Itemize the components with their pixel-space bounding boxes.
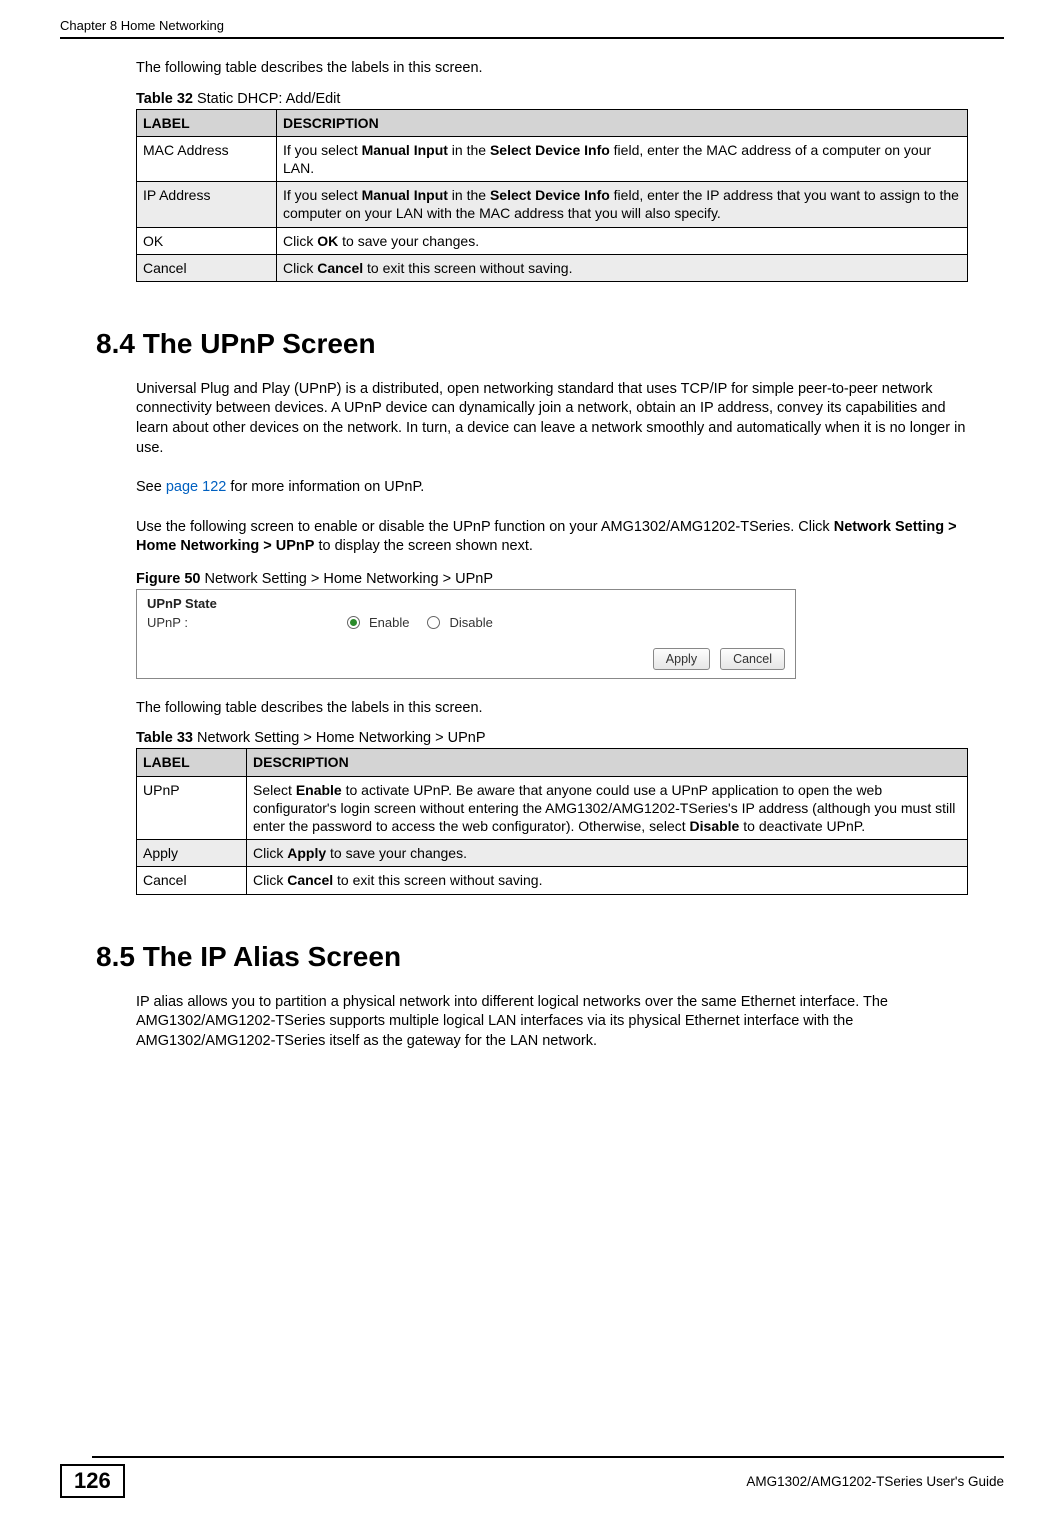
table-33: LABEL DESCRIPTION UPnP Select Enable to … — [136, 748, 968, 894]
table-row: IP Address If you select Manual Input in… — [137, 182, 968, 227]
table-32-caption-text: Static DHCP: Add/Edit — [193, 91, 340, 107]
radio-disable-icon[interactable] — [427, 616, 440, 629]
text-bold: Select Device Info — [490, 187, 610, 203]
text: in the — [448, 187, 490, 203]
text-bold: Manual Input — [362, 187, 448, 203]
section-8-4-title: 8.4 The UPnP Screen — [96, 328, 968, 360]
text: Click — [253, 872, 287, 888]
text-bold: Select Device Info — [490, 142, 610, 158]
radio-disable-label: Disable — [449, 615, 492, 630]
text: to exit this screen without saving. — [333, 872, 542, 888]
text-bold: Disable — [690, 818, 740, 834]
intro-paragraph-1: The following table describes the labels… — [136, 59, 968, 79]
text: Select — [253, 782, 296, 798]
page-footer: 126 AMG1302/AMG1202-TSeries User's Guide — [0, 1456, 1064, 1498]
cell-label: Apply — [137, 840, 247, 867]
text: If you select — [283, 187, 362, 203]
text-bold: Cancel — [287, 872, 333, 888]
upnp-label: UPnP : — [147, 615, 347, 630]
guide-title: AMG1302/AMG1202-TSeries User's Guide — [746, 1474, 1004, 1489]
figure-50-caption-text: Network Setting > Home Networking > UPnP — [200, 571, 493, 587]
table-row: UPnP Select Enable to activate UPnP. Be … — [137, 776, 968, 840]
text: Use the following screen to enable or di… — [136, 519, 834, 535]
text: Click — [283, 260, 317, 276]
cell-label: Cancel — [137, 254, 277, 281]
upnp-buttons: Apply Cancel — [147, 648, 785, 670]
table-row: MAC Address If you select Manual Input i… — [137, 136, 968, 181]
text: to save your changes. — [326, 845, 467, 861]
section-8-4-p1: Universal Plug and Play (UPnP) is a dist… — [136, 380, 968, 458]
cell-desc: If you select Manual Input in the Select… — [277, 136, 968, 181]
cell-desc: Click Cancel to exit this screen without… — [277, 254, 968, 281]
cell-label: OK — [137, 227, 277, 254]
table-32-caption: Table 32 Static DHCP: Add/Edit — [136, 91, 968, 107]
table-header-desc: DESCRIPTION — [247, 749, 968, 776]
table-33-caption-num: Table 33 — [136, 730, 193, 746]
table-row: Apply Click Apply to save your changes. — [137, 840, 968, 867]
figure-50-caption: Figure 50 Network Setting > Home Network… — [136, 571, 968, 587]
page-number: 126 — [60, 1464, 125, 1498]
text: See — [136, 479, 166, 495]
content-area: The following table describes the labels… — [0, 59, 1064, 1051]
table-33-caption-text: Network Setting > Home Networking > UPnP — [193, 730, 486, 746]
text: to display the screen shown next. — [314, 538, 532, 554]
text: to exit this screen without saving. — [363, 260, 572, 276]
radio-enable-label: Enable — [369, 615, 409, 630]
section-8-5-title: 8.5 The IP Alias Screen — [96, 941, 968, 973]
cell-label: MAC Address — [137, 136, 277, 181]
section-8-5-p1: IP alias allows you to partition a physi… — [136, 993, 968, 1052]
cell-desc: Click Cancel to exit this screen without… — [247, 867, 968, 894]
text-bold: Cancel — [317, 260, 363, 276]
table-row: Cancel Click Cancel to exit this screen … — [137, 867, 968, 894]
table-32: LABEL DESCRIPTION MAC Address If you sel… — [136, 109, 968, 282]
upnp-row: UPnP : Enable Disable — [147, 615, 785, 630]
chapter-title: Chapter 8 Home Networking — [60, 18, 224, 33]
text-bold: Manual Input — [362, 142, 448, 158]
text: to deactivate UPnP. — [739, 818, 865, 834]
text: for more information on UPnP. — [226, 479, 424, 495]
cell-desc: Select Enable to activate UPnP. Be aware… — [247, 776, 968, 840]
text-bold: Enable — [296, 782, 342, 798]
table-header-label: LABEL — [137, 749, 247, 776]
page-header: Chapter 8 Home Networking — [0, 0, 1064, 33]
text-bold: Apply — [287, 845, 326, 861]
text-bold: OK — [317, 233, 338, 249]
cell-label: Cancel — [137, 867, 247, 894]
text: to save your changes. — [338, 233, 479, 249]
cell-desc: If you select Manual Input in the Select… — [277, 182, 968, 227]
upnp-options: Enable Disable — [347, 615, 493, 630]
text: Click — [253, 845, 287, 861]
section-8-4-p3: Use the following screen to enable or di… — [136, 518, 968, 557]
table-header-row: LABEL DESCRIPTION — [137, 109, 968, 136]
cell-label: UPnP — [137, 776, 247, 840]
table-row: OK Click OK to save your changes. — [137, 227, 968, 254]
cell-desc: Click OK to save your changes. — [277, 227, 968, 254]
text: in the — [448, 142, 490, 158]
table-header-label: LABEL — [137, 109, 277, 136]
page-link[interactable]: page 122 — [166, 479, 226, 495]
text: If you select — [283, 142, 362, 158]
cell-desc: Click Apply to save your changes. — [247, 840, 968, 867]
apply-button[interactable]: Apply — [653, 648, 710, 670]
footer-rule — [92, 1456, 1004, 1458]
upnp-state-title: UPnP State — [147, 596, 785, 611]
table-header-desc: DESCRIPTION — [277, 109, 968, 136]
header-rule — [60, 37, 1004, 39]
radio-enable-icon[interactable] — [347, 616, 360, 629]
intro-paragraph-2: The following table describes the labels… — [136, 699, 968, 719]
figure-50-panel: UPnP State UPnP : Enable Disable Apply C… — [136, 589, 796, 679]
table-33-caption: Table 33 Network Setting > Home Networki… — [136, 730, 968, 746]
footer-row: 126 AMG1302/AMG1202-TSeries User's Guide — [0, 1464, 1064, 1498]
page: Chapter 8 Home Networking The following … — [0, 0, 1064, 1524]
cell-label: IP Address — [137, 182, 277, 227]
table-32-caption-num: Table 32 — [136, 91, 193, 107]
table-row: Cancel Click Cancel to exit this screen … — [137, 254, 968, 281]
table-header-row: LABEL DESCRIPTION — [137, 749, 968, 776]
text: Click — [283, 233, 317, 249]
section-8-4-p2: See page 122 for more information on UPn… — [136, 478, 968, 498]
figure-50-caption-num: Figure 50 — [136, 571, 200, 587]
cancel-button[interactable]: Cancel — [720, 648, 785, 670]
